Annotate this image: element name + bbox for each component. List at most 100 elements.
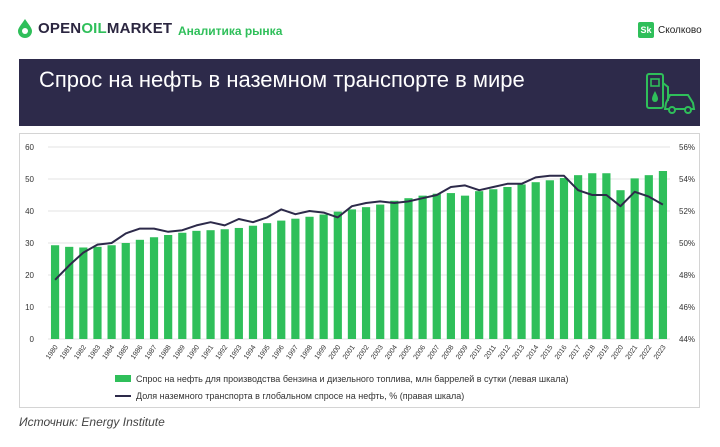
x-tick-label-2021: 2021 (625, 344, 640, 361)
x-tick-label-1994: 1994 (243, 344, 258, 361)
x-tick-label-2001: 2001 (342, 344, 357, 361)
x-tick-label-1995: 1995 (257, 344, 272, 361)
x-tick-label-1984: 1984 (102, 344, 117, 361)
x-tick-label-2012: 2012 (497, 344, 512, 361)
bar-2002 (361, 207, 371, 339)
y-right-tick-label: 44% (679, 335, 695, 344)
bar-1995 (263, 223, 272, 339)
x-tick-label-1988: 1988 (158, 344, 173, 361)
skolkovo-badge: Sk (638, 22, 654, 38)
bar-1989 (178, 232, 187, 339)
left-axis-ticks: 0 10 20 30 40 50 60 (25, 143, 34, 344)
y-right-tick-label: 46% (679, 303, 695, 312)
right-axis-ticks: 44% 46% 48% 50% 52% 54% 56% (679, 143, 695, 344)
bar-2015 (545, 180, 554, 339)
y-left-tick-label: 0 (30, 335, 35, 344)
bar-1994 (248, 225, 258, 339)
bar-2017 (574, 175, 583, 339)
bar-series (50, 171, 668, 339)
x-tick-label-2006: 2006 (413, 344, 428, 361)
x-tick-label-2010: 2010 (469, 344, 484, 361)
y-left-tick-label: 30 (25, 239, 34, 248)
bar-2012 (503, 187, 512, 339)
title-banner: Спрос на нефть в наземном транспорте в м… (19, 59, 700, 126)
page-title: Спрос на нефть в наземном транспорте в м… (39, 67, 525, 92)
y-right-tick-label: 54% (679, 175, 695, 184)
openoilmarket-logo[interactable]: OPENOILMARKET (16, 18, 172, 38)
bar-1991 (206, 230, 215, 339)
chart-container: 0 10 20 30 40 50 60 44% 46% 48% 50% 52% 54% 56% 1980… (19, 133, 700, 408)
x-tick-label-2020: 2020 (610, 344, 625, 361)
x-tick-label-1982: 1982 (73, 344, 88, 361)
brand-oil: OIL (81, 19, 107, 37)
x-tick-label-2000: 2000 (328, 344, 343, 361)
x-tick-label-2015: 2015 (540, 344, 555, 361)
x-tick-label-1981: 1981 (59, 344, 74, 361)
bar-1990 (192, 230, 201, 339)
bar-2022 (644, 175, 653, 339)
x-tick-label-1996: 1996 (271, 344, 286, 361)
x-tick-label-1980: 1980 (45, 344, 60, 361)
skolkovo-logo[interactable]: Sk Сколково (638, 22, 702, 38)
bar-2000 (333, 211, 342, 339)
x-tick-label-2011: 2011 (484, 344, 498, 360)
x-tick-label-2002: 2002 (356, 344, 371, 361)
bar-2010 (475, 191, 484, 339)
fuel-pump-car-icon (646, 73, 696, 114)
brand-suffix: MARKET (106, 19, 173, 37)
x-tick-label-2019: 2019 (596, 344, 611, 361)
x-tick-label-2013: 2013 (512, 344, 527, 361)
legend-bar-swatch (115, 375, 131, 382)
bar-2021 (630, 178, 639, 339)
x-tick-label-1989: 1989 (172, 344, 187, 361)
y-right-tick-label: 52% (679, 207, 695, 216)
bar-1999 (319, 214, 328, 339)
bar-1984 (107, 245, 116, 339)
x-tick-label-1999: 1999 (314, 344, 329, 361)
legend: Спрос на нефть для производства бензина … (115, 374, 569, 401)
legend-line-label: Доля наземного транспорта в глобальном с… (136, 391, 464, 401)
brand-name: OPENOILMARKET (38, 20, 172, 37)
x-tick-label-1990: 1990 (186, 344, 201, 361)
x-tick-label-1983: 1983 (87, 344, 102, 361)
y-left-tick-label: 20 (25, 271, 34, 280)
x-tick-label-2014: 2014 (526, 344, 541, 361)
bar-1988 (164, 235, 173, 339)
x-tick-label-2004: 2004 (384, 344, 399, 361)
bar-1986 (135, 239, 144, 339)
x-tick-label-2022: 2022 (639, 344, 654, 361)
bar-2011 (489, 189, 498, 339)
x-tick-label-2016: 2016 (554, 344, 569, 361)
bar-2014 (531, 182, 540, 339)
bar-2001 (347, 209, 357, 339)
x-tick-label-1998: 1998 (299, 344, 314, 361)
bar-2007 (432, 193, 441, 339)
bar-2013 (517, 184, 526, 339)
line-series (54, 174, 664, 281)
x-tick-label-1987: 1987 (144, 344, 159, 361)
x-tick-label-2023: 2023 (653, 344, 668, 361)
legend-bar-label: Спрос на нефть для производства бензина … (136, 374, 569, 384)
y-right-tick-label: 50% (679, 239, 695, 248)
bar-2019 (602, 173, 611, 339)
bar-2023 (658, 171, 668, 339)
bar-1980 (50, 245, 60, 339)
tagline: Аналитика рынка (178, 24, 283, 38)
bar-1985 (121, 243, 130, 339)
x-tick-label-2007: 2007 (427, 344, 442, 361)
bar-1996 (277, 220, 286, 339)
bar-1987 (149, 237, 159, 339)
x-tick-label-1986: 1986 (130, 344, 145, 361)
y-left-tick-label: 50 (25, 175, 34, 184)
x-tick-label-1993: 1993 (229, 344, 244, 361)
bar-2020 (616, 190, 625, 339)
bar-1982 (79, 247, 88, 339)
bar-2004 (390, 200, 399, 339)
bar-1998 (305, 216, 314, 339)
bar-2009 (460, 195, 470, 339)
x-tick-label-2017: 2017 (568, 344, 583, 361)
demand-chart: 0 10 20 30 40 50 60 44% 46% 48% 50% 52% 54% 56% 1980… (25, 143, 695, 401)
x-tick-label-2008: 2008 (441, 344, 456, 361)
y-right-tick-label: 48% (679, 271, 695, 280)
x-tick-label-1985: 1985 (116, 344, 131, 361)
